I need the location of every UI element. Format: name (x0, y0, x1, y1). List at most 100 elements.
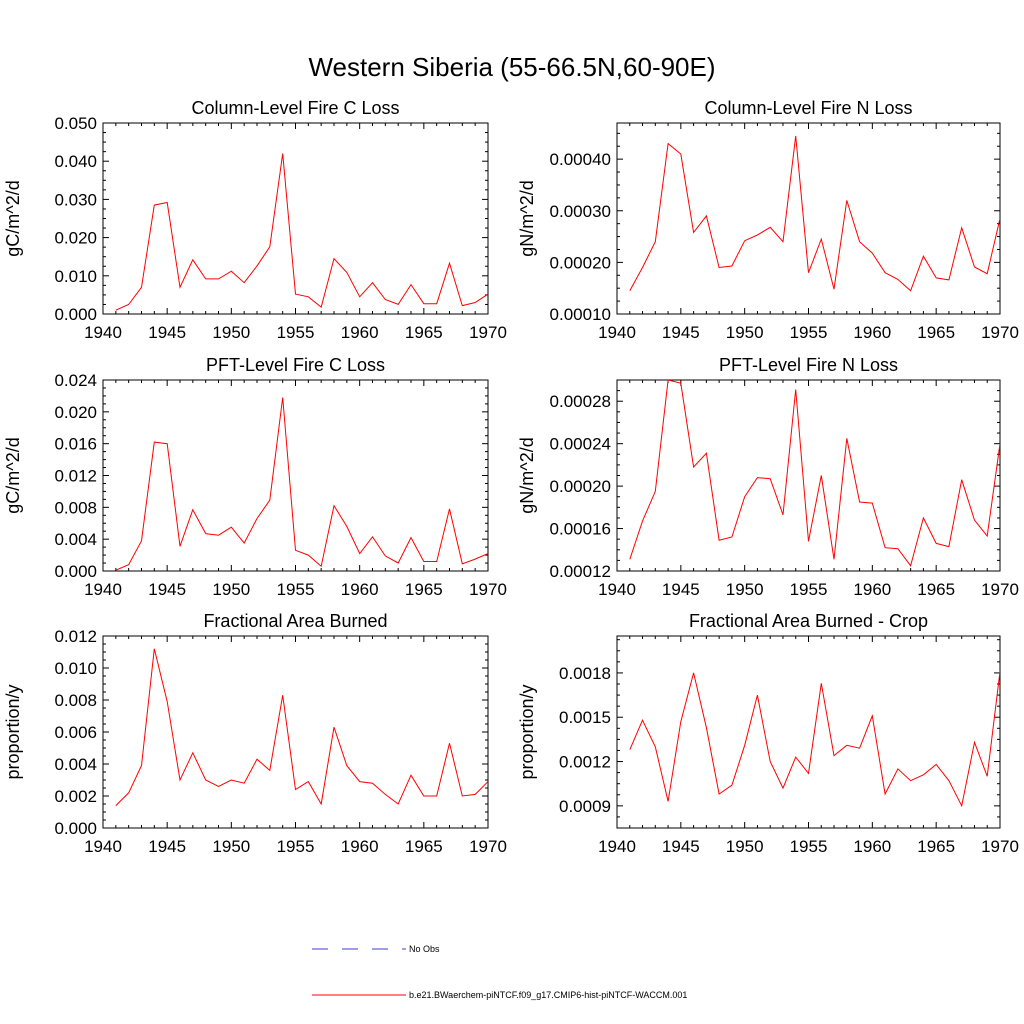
x-tick-label: 1965 (917, 580, 955, 599)
plot-frame (102, 122, 489, 315)
y-tick-label: 0.000 (54, 305, 97, 324)
x-tick-label: 1965 (405, 323, 443, 342)
x-tick-label: 1945 (148, 580, 186, 599)
x-tick-label: 1955 (790, 323, 828, 342)
x-tick-label: 1970 (981, 837, 1019, 856)
panel-4: PFT-Level Fire N Loss gN/m^2/d 1940 1945 195… (517, 355, 1019, 599)
y-tick-label: 0.006 (54, 723, 97, 742)
y-axis-label: gC/m^2/d (3, 437, 23, 513)
x-tick-label: 1960 (341, 837, 379, 856)
panel-6: Fractional Area Burned - Crop proportion/… (517, 611, 1019, 856)
panel-5: Fractional Area Burned proportion/y 1940 19… (3, 611, 507, 856)
x-tick-label: 1940 (84, 580, 122, 599)
x-tick-label: 1950 (212, 580, 250, 599)
x-tick-label: 1970 (981, 323, 1019, 342)
y-tick-label: 0.020 (54, 403, 97, 422)
x-tick-label: 1940 (84, 837, 122, 856)
y-tick-label: 0.012 (54, 467, 97, 486)
series-line (629, 380, 1000, 567)
y-axis-label: gC/m^2/d (3, 180, 23, 256)
y-tick-label: 0.0012 (559, 753, 611, 772)
x-tick-label: 1955 (277, 580, 315, 599)
plot-frame (616, 635, 1001, 829)
x-tick-label: 1940 (598, 837, 636, 856)
panel-2: Column-Level Fire N Loss gN/m^2/d 1940 1945… (517, 98, 1019, 342)
panel-title: PFT-Level Fire N Loss (719, 355, 898, 375)
series-line (629, 135, 1000, 292)
series-line (115, 153, 488, 311)
x-tick-label: 1955 (277, 323, 315, 342)
y-tick-label: 0.050 (54, 114, 97, 133)
y-tick-label: 0.012 (54, 627, 97, 646)
x-tick-label: 1940 (598, 580, 636, 599)
panel-3: PFT-Level Fire C Loss gC/m^2/d 1940 1945 195… (3, 355, 507, 599)
y-axis-label: gN/m^2/d (517, 437, 537, 513)
y-tick-label: 0.0009 (559, 797, 611, 816)
y-tick-label: 0.0018 (559, 664, 611, 683)
panel-title: Fractional Area Burned - Crop (689, 611, 928, 631)
legend-model-line (312, 994, 406, 996)
y-tick-label: 0.00020 (550, 253, 611, 272)
x-tick-label: 1960 (853, 837, 891, 856)
panel-title: PFT-Level Fire C Loss (206, 355, 385, 375)
x-tick-label: 1970 (469, 323, 507, 342)
figure-title: Western Siberia (55-66.5N,60-90E) (308, 52, 715, 82)
y-tick-label: 0.00020 (550, 477, 611, 496)
x-tick-label: 1945 (148, 837, 186, 856)
y-tick-label: 0.024 (54, 371, 97, 390)
x-tick-label: 1960 (341, 580, 379, 599)
y-tick-label: 0.010 (54, 659, 97, 678)
x-tick-label: 1945 (662, 323, 700, 342)
y-tick-label: 0.0015 (559, 708, 611, 727)
x-tick-label: 1970 (469, 837, 507, 856)
y-tick-label: 0.00024 (550, 435, 611, 454)
x-tick-label: 1970 (469, 580, 507, 599)
legend-model-label: b.e21.BWaerchem-piNTCF.f09_g17.CMIP6-his… (409, 990, 688, 1000)
x-tick-label: 1945 (662, 580, 700, 599)
y-tick-label: 0.002 (54, 787, 97, 806)
x-tick-label: 1950 (726, 323, 764, 342)
series-line (629, 671, 1000, 808)
y-tick-label: 0.020 (54, 229, 97, 248)
panel-title: Column-Level Fire C Loss (191, 98, 399, 118)
x-tick-label: 1960 (853, 323, 891, 342)
y-tick-label: 0.004 (54, 530, 97, 549)
x-tick-label: 1950 (212, 837, 250, 856)
plot-frame (102, 379, 489, 572)
x-tick-label: 1940 (598, 323, 636, 342)
x-tick-label: 1955 (277, 837, 315, 856)
y-axis-label: proportion/y (3, 684, 23, 779)
y-tick-label: 0.000 (54, 562, 97, 581)
x-tick-label: 1960 (853, 580, 891, 599)
x-tick-label: 1950 (212, 323, 250, 342)
x-tick-label: 1965 (405, 580, 443, 599)
y-tick-label: 0.00012 (550, 562, 611, 581)
x-tick-label: 1960 (341, 323, 379, 342)
plot-frame (616, 379, 1001, 572)
plot-frame (102, 635, 489, 829)
x-tick-label: 1965 (405, 837, 443, 856)
x-tick-label: 1940 (84, 323, 122, 342)
y-tick-label: 0.000 (54, 819, 97, 838)
series-line (115, 397, 488, 571)
panels: Column-Level Fire C Loss gC/m^2/d 1940 1945… (3, 98, 1019, 856)
panel-title: Fractional Area Burned (203, 611, 387, 631)
y-tick-label: 0.00016 (550, 520, 611, 539)
x-tick-label: 1945 (662, 837, 700, 856)
y-tick-label: 0.010 (54, 267, 97, 286)
y-tick-label: 0.008 (54, 691, 97, 710)
y-axis-label: proportion/y (517, 684, 537, 779)
y-tick-label: 0.00040 (550, 150, 611, 169)
y-tick-label: 0.00030 (550, 202, 611, 221)
x-tick-label: 1955 (790, 580, 828, 599)
plot-frame (616, 122, 1001, 315)
x-tick-label: 1970 (981, 580, 1019, 599)
y-tick-label: 0.030 (54, 190, 97, 209)
x-tick-label: 1955 (790, 837, 828, 856)
y-tick-label: 0.016 (54, 435, 97, 454)
x-tick-label: 1965 (917, 837, 955, 856)
y-axis-label: gN/m^2/d (517, 180, 537, 256)
x-tick-label: 1950 (726, 837, 764, 856)
series-line (115, 648, 488, 806)
